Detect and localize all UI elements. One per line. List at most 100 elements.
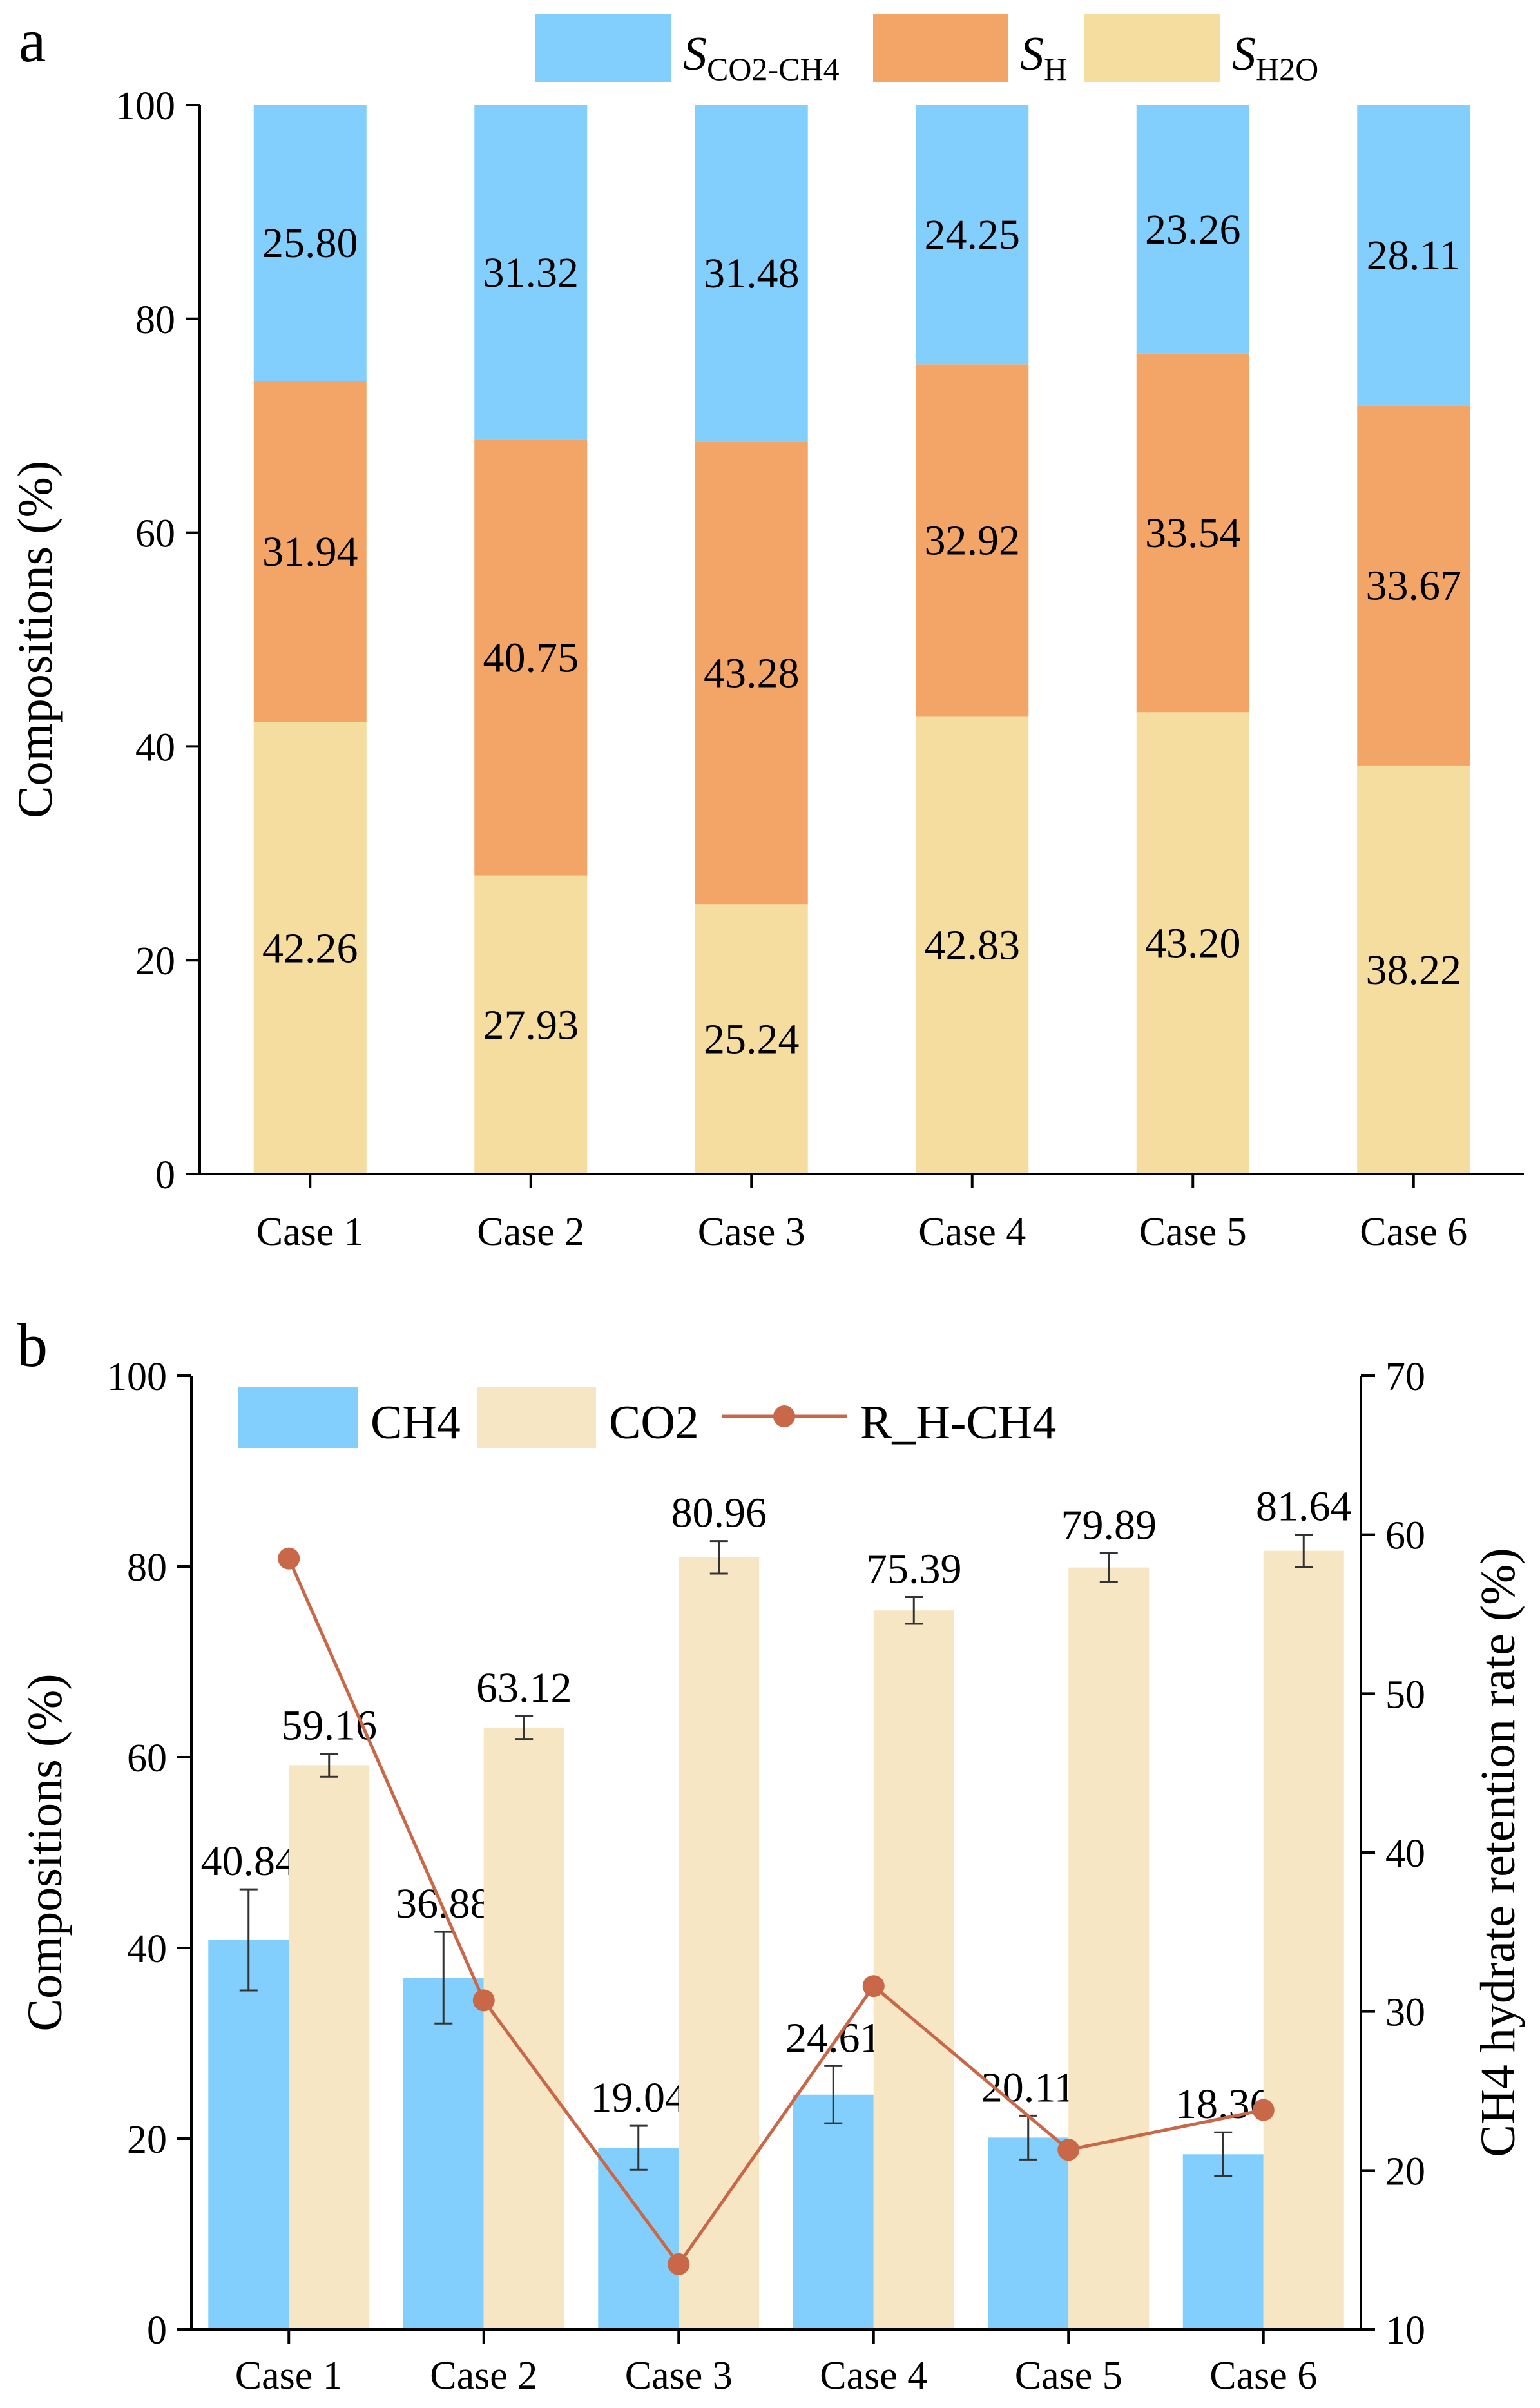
bar-co2-case-5 (1068, 1567, 1150, 2329)
data-label-s_h2o-case-6: 38.22 (1366, 947, 1462, 994)
data-label-s_co2-ch4-case-3: 31.48 (704, 250, 800, 297)
y-tick-label: 80 (127, 1546, 167, 1590)
bar-co2-case-2 (483, 1727, 564, 2329)
data-label-co2-case-4: 75.39 (866, 1546, 962, 1593)
bar-s_co2-ch4-case-3 (695, 105, 808, 442)
y-tick-label: 20 (127, 2118, 167, 2162)
data-label-s_co2-ch4-case-1: 25.80 (262, 220, 358, 267)
y-tick-label: 40 (135, 726, 175, 769)
y-axis-title: Compositions (%) (18, 1673, 72, 2031)
y-axis-title: Compositions (%) (8, 461, 63, 818)
legend-swatch-co2 (477, 1387, 596, 1448)
y-tick-label: 60 (135, 512, 175, 556)
legend-label-s_h2o: SH2O (1232, 28, 1318, 87)
data-label-s_h2o-case-2: 27.93 (483, 1001, 579, 1048)
legend-label-co2: CO2 (609, 1396, 699, 1449)
bar-ch4-case-4 (793, 2094, 874, 2329)
legend-label-s_h: SH (1020, 28, 1067, 87)
legend-swatch-s_h (873, 14, 1008, 82)
y-tick-label: 20 (135, 939, 175, 983)
legend-label-ch4: CH4 (371, 1396, 461, 1449)
x-tick-label-case-4: Case 4 (918, 1210, 1026, 1254)
data-label-co2-case-2: 63.12 (476, 1664, 572, 1711)
x-tick-label-case-5: Case 5 (1139, 1210, 1247, 1254)
data-label-s_h-case-1: 31.94 (262, 528, 358, 575)
point-r-h-ch4-case-4 (862, 1975, 885, 1998)
bar-s_co2-ch4-case-5 (1136, 105, 1249, 354)
x-tick-label-case-2: Case 2 (477, 1210, 584, 1254)
x-tick-label-case-6: Case 6 (1360, 1210, 1467, 1254)
data-label-ch4-case-1: 40.84 (201, 1838, 297, 1885)
y2-tick-label: 60 (1385, 1514, 1425, 1558)
bar-s_h-case-6 (1357, 405, 1470, 766)
bar-ch4-case-1 (208, 1940, 289, 2329)
y-tick-label: 0 (147, 2309, 167, 2353)
bar-s_h-case-2 (474, 439, 588, 876)
y2-tick-label: 30 (1385, 1991, 1425, 2035)
bar-ch4-case-3 (598, 2148, 679, 2329)
data-label-s_h2o-case-1: 42.26 (262, 925, 358, 972)
panel-b-label: b (17, 1311, 48, 1380)
y-tick-label: 100 (115, 84, 175, 128)
data-label-s_h2o-case-3: 25.24 (704, 1016, 800, 1063)
legend-swatch-s_h2o (1084, 14, 1220, 82)
y2-tick-label: 40 (1385, 1832, 1425, 1876)
point-r-h-ch4-case-5 (1057, 2139, 1080, 2161)
data-label-s_h-case-5: 33.54 (1145, 510, 1241, 557)
y2-tick-label: 70 (1385, 1355, 1425, 1399)
line-r-h-ch4 (287, 1557, 1264, 2268)
y-tick-label: 60 (127, 1737, 167, 1780)
bar-s_h-case-4 (916, 364, 1029, 717)
data-label-s_h-case-6: 33.67 (1366, 563, 1462, 610)
y2-tick-label: 20 (1385, 2150, 1425, 2193)
panel-a-label: a (19, 6, 46, 75)
data-label-s_co2-ch4-case-4: 24.25 (925, 211, 1021, 258)
data-label-ch4-case-2: 36.88 (396, 1880, 492, 1927)
bar-co2-case-1 (289, 1765, 370, 2329)
data-label-s_h-case-4: 32.92 (925, 517, 1021, 564)
y-tick-label: 40 (127, 1927, 167, 1971)
bar-ch4-case-6 (1182, 2154, 1264, 2329)
data-label-co2-case-6: 81.64 (1256, 1483, 1352, 1530)
bar-s_h-case-1 (253, 381, 367, 722)
x-tick-label-case-3: Case 3 (625, 2354, 733, 2398)
bar-co2-case-6 (1263, 1550, 1344, 2329)
bar-s_h2o-case-6 (1357, 765, 1470, 1174)
bar-ch4-case-5 (988, 2137, 1069, 2329)
x-tick-label-case-3: Case 3 (698, 1210, 805, 1254)
y-tick-label: 0 (155, 1153, 175, 1197)
y2-tick-label: 10 (1385, 2309, 1425, 2353)
bar-s_h2o-case-1 (253, 722, 367, 1174)
bar-s_co2-ch4-case-2 (474, 105, 588, 440)
data-label-s_h-case-3: 43.28 (704, 650, 800, 697)
bar-s_co2-ch4-case-6 (1357, 105, 1470, 406)
x-tick-label-case-1: Case 1 (256, 1210, 364, 1254)
x-tick-label-case-4: Case 4 (820, 2354, 927, 2398)
legend-swatch-ch4 (238, 1387, 358, 1448)
bar-s_co2-ch4-case-4 (916, 105, 1029, 365)
data-label-s_co2-ch4-case-5: 23.26 (1145, 206, 1241, 253)
y2-tick-label: 50 (1385, 1673, 1425, 1717)
bar-s_h2o-case-2 (474, 875, 588, 1174)
bar-s_co2-ch4-case-1 (253, 105, 367, 381)
legend-marker-r-h-ch4 (773, 1405, 795, 1427)
bar-co2-case-3 (679, 1557, 760, 2329)
bar-s_h-case-3 (695, 441, 808, 905)
legend-swatch-s_co2-ch4 (535, 14, 671, 82)
bar-ch4-case-2 (403, 1978, 484, 2329)
x-tick-label-case-6: Case 6 (1209, 2354, 1317, 2398)
legend-label-r-h-ch4: R_H-CH4 (860, 1396, 1056, 1449)
y-tick-label: 80 (135, 298, 175, 342)
data-label-s_h2o-case-5: 43.20 (1145, 920, 1241, 967)
data-label-s_co2-ch4-case-2: 31.32 (483, 249, 579, 296)
y2-axis-title: CH4 hydrate retention rate (%) (1471, 1548, 1525, 2157)
legend-label-s_co2-ch4: SCO2-CH4 (683, 28, 840, 87)
bar-co2-case-4 (873, 1610, 954, 2329)
x-tick-label-case-1: Case 1 (235, 2354, 343, 2398)
x-tick-label-case-2: Case 2 (430, 2354, 537, 2398)
data-label-s_h2o-case-4: 42.83 (925, 922, 1021, 969)
data-label-s_co2-ch4-case-6: 28.11 (1367, 232, 1461, 279)
point-r-h-ch4-case-2 (472, 1989, 495, 2012)
bar-s_h-case-5 (1136, 353, 1249, 713)
y-tick-label: 100 (107, 1355, 167, 1399)
